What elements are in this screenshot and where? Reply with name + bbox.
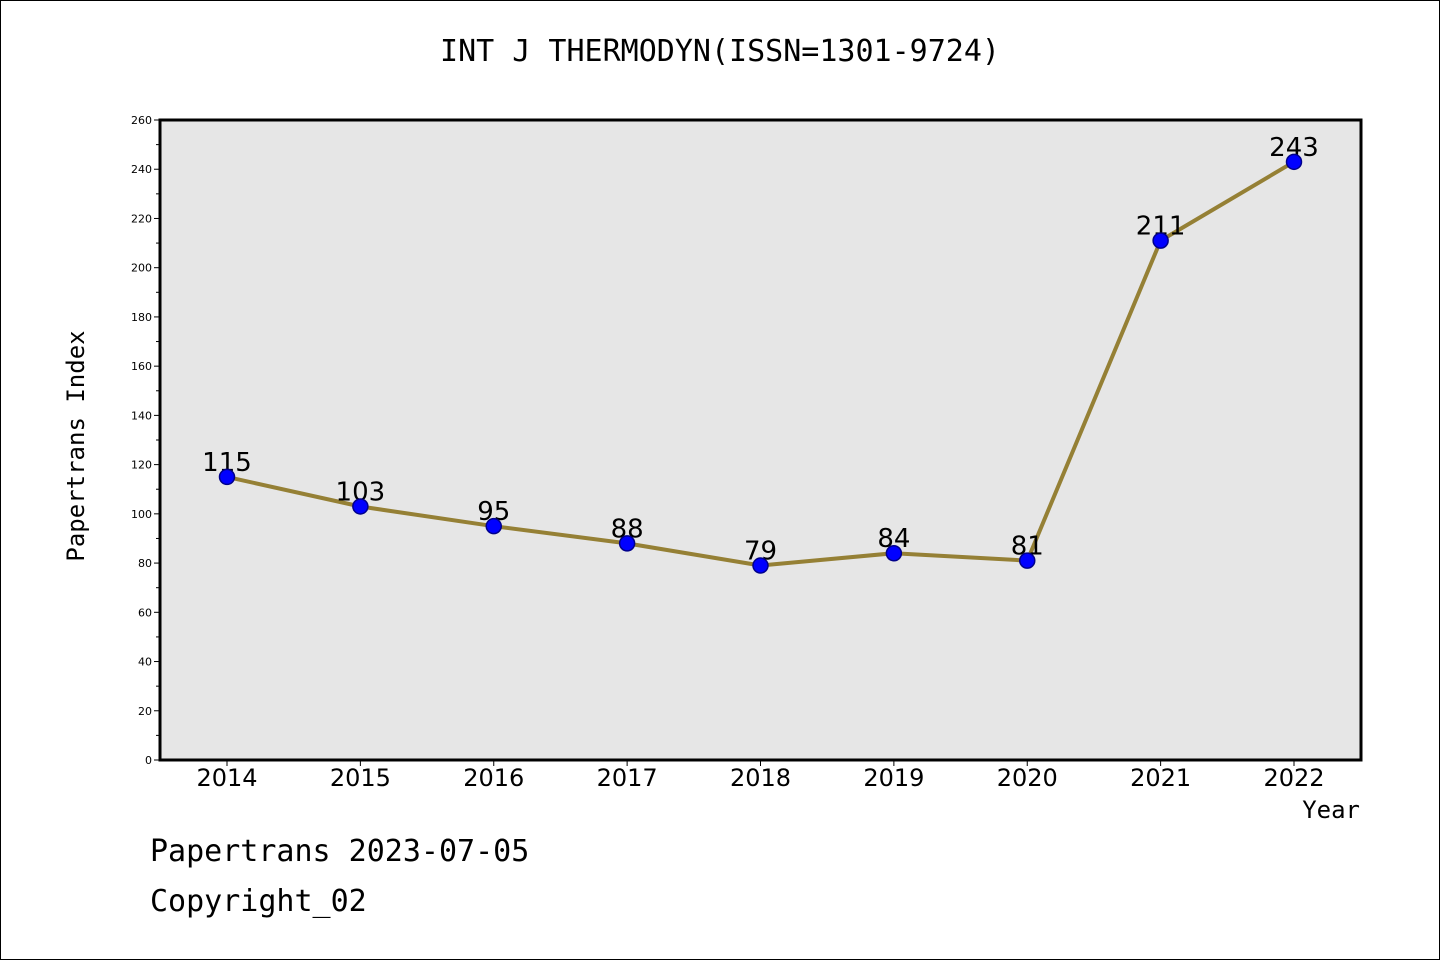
- x-tick-label: 2016: [463, 764, 524, 792]
- data-point: [352, 498, 369, 515]
- x-tick-label: 2014: [196, 764, 257, 792]
- x-tick-label: 2015: [330, 764, 391, 792]
- x-tick-label: 2019: [863, 764, 924, 792]
- y-tick-label: 20: [138, 705, 152, 718]
- y-tick-label: 100: [131, 508, 152, 521]
- y-tick-label: 260: [131, 114, 152, 127]
- y-tick-label: 220: [131, 212, 152, 225]
- footer-date: Papertrans 2023-07-05: [150, 834, 530, 869]
- y-tick-label: 180: [131, 311, 152, 324]
- data-point: [885, 544, 903, 562]
- data-point: [485, 517, 502, 535]
- footer-copyright: Copyright_02: [150, 884, 367, 919]
- axes-border: [158, 118, 1363, 762]
- y-tick-label: 0: [145, 754, 152, 767]
- x-tick-label: 2021: [1130, 764, 1191, 792]
- y-tick-label: 140: [131, 409, 152, 422]
- data-point: [1152, 232, 1169, 249]
- y-tick-label: 80: [138, 557, 152, 570]
- y-tick-label: 200: [131, 262, 152, 275]
- data-point: [1019, 552, 1036, 569]
- data-point: [1285, 153, 1303, 171]
- x-tick-label: 2017: [597, 764, 658, 792]
- x-axis-title: Year: [1302, 796, 1360, 824]
- y-tick-label: 40: [138, 656, 152, 669]
- chart-title: INT J THERMODYN(ISSN=1301-9724): [440, 34, 1000, 69]
- y-tick-label: 240: [131, 163, 152, 176]
- y-tick-label: 160: [131, 360, 152, 373]
- data-point: [752, 557, 769, 574]
- data-point: [218, 468, 236, 486]
- x-tick-label: 2022: [1263, 764, 1324, 792]
- y-tick-label: 120: [131, 459, 152, 472]
- x-tick-label: 2018: [730, 764, 791, 792]
- x-tick-label: 2020: [997, 764, 1058, 792]
- plot-area: [160, 120, 1361, 760]
- y-tick-label: 60: [138, 606, 152, 619]
- data-point: [618, 535, 636, 552]
